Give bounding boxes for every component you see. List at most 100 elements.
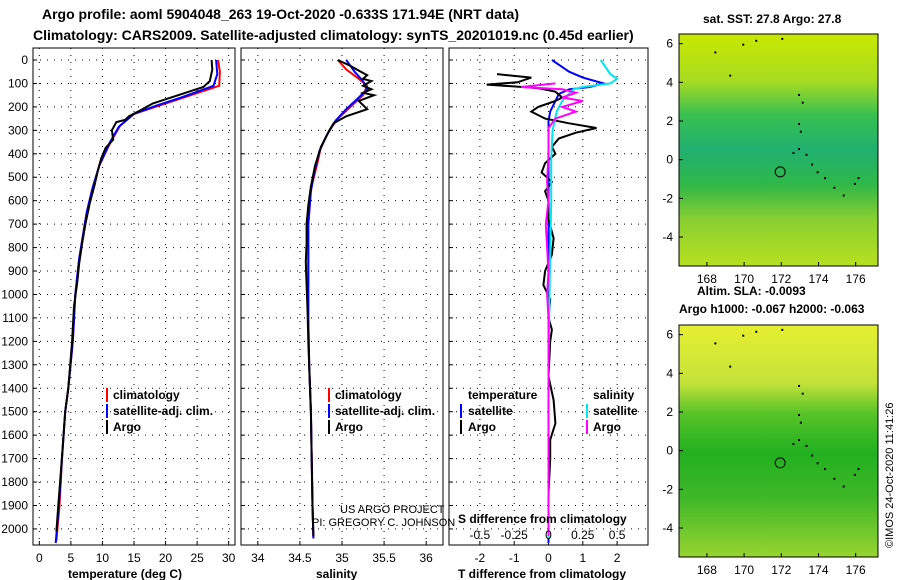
legend-t-satellite: satellite <box>468 404 513 418</box>
island-outlines <box>714 37 860 197</box>
s-diff-tick-label: -0.5 <box>470 528 491 542</box>
depth-tick-label: 1700 <box>1 452 28 466</box>
copyright-stamp: ©IMOS 24-Oct-2020 11:41:26 <box>884 403 896 548</box>
s-difference-tick-labels: -0.5 -0.25 0 0.25 0.5 <box>470 528 626 542</box>
sst-longitude-ticks: 168 170 172 174 176 <box>697 262 866 286</box>
temperature-lines <box>54 59 221 544</box>
island-dot <box>805 153 808 156</box>
figure-title-line1: Argo profile: aoml 5904048_263 19-Oct-20… <box>42 6 519 22</box>
sst-latitude-ticks: -4 -2 0 2 4 6 <box>662 37 683 244</box>
s-difference-axis-label: S difference from climatology <box>458 512 627 526</box>
sla-map-frame <box>678 324 879 558</box>
longitude-tick-label: 170 <box>734 563 754 577</box>
island-dot <box>742 43 745 46</box>
legend-argo: Argo <box>113 420 141 434</box>
latitude-tick-label: 4 <box>666 366 673 380</box>
t-difference-axis-label: T difference from climatology <box>458 567 626 580</box>
island-dot <box>798 148 801 151</box>
island-dot <box>798 122 801 125</box>
difference-grid <box>449 48 648 545</box>
x-tick-label: 36 <box>419 551 433 565</box>
island-dot <box>729 74 732 77</box>
depth-tick-label: 1000 <box>1 287 28 301</box>
island-dot <box>853 182 856 185</box>
salinity-frame <box>240 47 444 546</box>
legend-satellite: satellite-adj. clim. <box>335 404 435 418</box>
depth-tick-label: 300 <box>8 123 28 137</box>
salinity-legend: climatology satellite-adj. clim. Argo <box>328 388 435 434</box>
legend-satellite: satellite-adj. clim. <box>113 404 213 418</box>
series-line-sal_argo <box>520 82 584 536</box>
depth-tick-label: 1600 <box>1 428 28 442</box>
sla-map-title: Argo h1000: -0.067 h2000: -0.063 <box>679 302 865 316</box>
depth-tick-label: 0 <box>21 53 28 67</box>
latitude-tick-label: 6 <box>666 328 673 342</box>
island-dot <box>833 477 836 480</box>
island-dot <box>842 485 845 488</box>
latitude-tick-label: 2 <box>666 114 673 128</box>
x-tick-label: 1 <box>579 551 586 565</box>
temperature-panel: 0100200300400500600700800900100011001200… <box>1 47 236 580</box>
island-dot <box>792 442 795 445</box>
latitude-tick-label: -2 <box>662 482 673 496</box>
sst-map-title: sat. SST: 27.8 Argo: 27.8 <box>703 12 842 26</box>
s-diff-tick-label: 0.25 <box>571 528 595 542</box>
profile-location-marker <box>774 166 786 178</box>
longitude-tick-label: 174 <box>808 272 828 286</box>
island-dot <box>857 177 860 180</box>
series-line-clim <box>55 59 221 541</box>
island-dot <box>857 468 860 471</box>
island-dot <box>781 328 784 331</box>
series-line-sat <box>307 59 369 539</box>
x-tick-label: -2 <box>475 551 486 565</box>
salinity-panel: 34 34.5 35 35.5 36 salinity climatology sate… <box>240 47 455 580</box>
depth-tick-label: 1800 <box>1 475 28 489</box>
altimetry-sla-label: Altim. SLA: -0.0093 <box>697 284 806 298</box>
depth-tick-label: 800 <box>8 241 28 255</box>
sst-field <box>679 34 878 266</box>
temperature-axis-label: temperature (deg C) <box>68 567 182 580</box>
island-dot <box>798 93 801 96</box>
longitude-tick-label: 168 <box>697 563 717 577</box>
island-dot <box>798 413 801 416</box>
legend-s-argo: Argo <box>593 420 621 434</box>
depth-tick-labels: 0 100 200 300 400 500 600 700 800 900 1000 1100 1200… <box>1 53 28 536</box>
depth-tick-label: 900 <box>8 264 28 278</box>
depth-tick-label: 1200 <box>1 334 28 348</box>
x-tick-label: -1 <box>509 551 520 565</box>
latitude-tick-label: 6 <box>666 37 673 51</box>
credit-project: US ARGO PROJECT <box>340 504 445 516</box>
x-tick-label: 35.5 <box>372 551 396 565</box>
series-line-clim <box>307 59 369 539</box>
latitude-tick-label: -4 <box>662 230 673 244</box>
island-dot <box>801 392 804 395</box>
credit-pi: PI: GREGORY C. JOHNSON <box>312 517 455 529</box>
island-dot <box>824 468 827 471</box>
temperature-legend: climatology satellite-adj. clim. Argo <box>106 388 213 434</box>
series-line-argo <box>486 73 597 534</box>
series-line-sat <box>54 59 219 544</box>
island-outlines <box>714 328 860 488</box>
s-diff-tick-label: 0.5 <box>609 528 626 542</box>
longitude-tick-label: 174 <box>808 563 828 577</box>
temperature-grid <box>33 48 235 545</box>
sst-map: sat. SST: 27.8 Argo: 27.8 -4 -2 0 2 4 6 168 17… <box>662 12 879 298</box>
depth-tick-label: 600 <box>8 194 28 208</box>
longitude-tick-label: 176 <box>846 563 866 577</box>
longitude-tick-label: 176 <box>846 272 866 286</box>
depth-tick-label: 1100 <box>2 311 28 325</box>
latitude-tick-label: 4 <box>666 75 673 89</box>
legend-temperature-heading: temperature <box>468 388 538 402</box>
salinity-lines <box>304 59 378 539</box>
island-dot <box>805 444 808 447</box>
depth-tick-label: 2000 <box>1 522 28 536</box>
island-dot <box>816 462 819 465</box>
legend-s-satellite: satellite <box>593 404 638 418</box>
salinity-axis-label: salinity <box>316 567 358 580</box>
depth-tick-label: 400 <box>8 147 28 161</box>
island-dot <box>842 194 845 197</box>
latitude-tick-label: 0 <box>666 153 673 167</box>
x-tick-label: 35 <box>335 551 349 565</box>
longitude-tick-label: 170 <box>734 272 754 286</box>
